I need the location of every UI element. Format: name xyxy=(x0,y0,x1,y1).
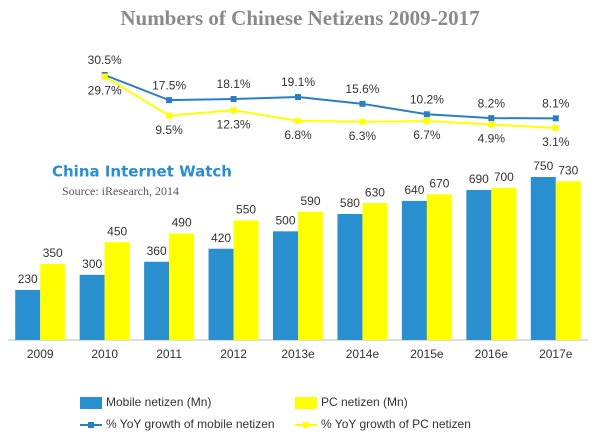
line-value-label: 30.5% xyxy=(88,53,122,67)
line-value-label: 6.7% xyxy=(413,128,441,142)
bar xyxy=(401,200,427,340)
bar-value-label: 550 xyxy=(236,203,256,217)
legend-label: % YoY growth of mobile netizen xyxy=(106,417,275,431)
bar-value-label: 230 xyxy=(18,272,38,286)
x-tick-label: 2012 xyxy=(220,347,247,361)
line-marker xyxy=(552,125,559,131)
bar xyxy=(530,177,556,340)
legend-swatch xyxy=(303,422,309,428)
x-tick-label: 2010 xyxy=(91,347,118,361)
bar xyxy=(233,220,259,340)
legend-swatch xyxy=(295,397,317,409)
bar xyxy=(208,248,234,340)
x-tick-label: 2017e xyxy=(539,347,573,361)
line-value-label: 17.5% xyxy=(152,78,186,92)
bar-value-label: 630 xyxy=(365,185,385,199)
bar-value-label: 640 xyxy=(404,183,424,197)
legend-swatch xyxy=(80,397,102,409)
bar-value-label: 690 xyxy=(469,172,489,186)
line-marker xyxy=(423,111,430,118)
line-value-label: 8.1% xyxy=(542,97,570,111)
line-marker xyxy=(101,73,108,80)
bar-value-label: 490 xyxy=(172,216,192,230)
source-annotation: Source: iResearch, 2014 xyxy=(62,184,179,198)
bar xyxy=(169,233,195,340)
x-tick-label: 2013e xyxy=(281,347,315,361)
x-tick-label: 2016e xyxy=(475,347,509,361)
legend-label: Mobile netizen (Mn) xyxy=(106,395,211,409)
bar-value-label: 580 xyxy=(340,196,360,210)
legend-label: PC netizen (Mn) xyxy=(321,395,408,409)
x-tick-label: 2015e xyxy=(410,347,444,361)
bar-value-label: 300 xyxy=(82,257,102,271)
line-marker xyxy=(488,121,495,128)
bar-value-label: 360 xyxy=(147,244,167,258)
line-marker xyxy=(552,115,559,122)
bar-value-label: 700 xyxy=(494,170,514,184)
bar xyxy=(426,194,452,340)
bar xyxy=(555,181,581,340)
line-value-label: 9.5% xyxy=(155,123,183,137)
bar-value-label: 590 xyxy=(300,194,320,208)
bar-value-label: 420 xyxy=(211,231,231,245)
bar xyxy=(40,263,66,340)
x-tick-label: 2009 xyxy=(27,347,54,361)
bar xyxy=(466,190,492,340)
bar xyxy=(79,274,105,340)
bar xyxy=(144,261,170,340)
line xyxy=(104,74,556,120)
bar-value-label: 350 xyxy=(43,246,63,260)
legend-swatch xyxy=(88,422,94,428)
line-value-label: 3.1% xyxy=(542,135,570,149)
line-marker xyxy=(359,100,366,107)
line-value-label: 8.2% xyxy=(478,96,506,110)
line-value-label: 18.1% xyxy=(217,77,251,91)
x-tick-label: 2014e xyxy=(346,347,380,361)
bar xyxy=(362,203,388,340)
x-tick-label: 2011 xyxy=(156,347,182,361)
bar-value-label: 750 xyxy=(533,159,553,173)
line-value-label: 10.2% xyxy=(410,92,444,106)
line-marker xyxy=(295,117,301,124)
line-marker xyxy=(230,95,237,102)
line-value-label: 12.3% xyxy=(217,117,251,131)
line-value-label: 6.3% xyxy=(349,129,377,143)
line-marker xyxy=(423,118,430,125)
bar xyxy=(104,242,130,340)
bar xyxy=(337,213,363,340)
brand-annotation: China Internet Watch xyxy=(52,163,232,181)
chart-title: Numbers of Chinese Netizens 2009-2017 xyxy=(120,6,479,30)
bar-value-label: 670 xyxy=(429,177,449,191)
line-value-label: 19.1% xyxy=(281,75,315,89)
line-value-label: 29.7% xyxy=(88,84,122,98)
line-marker xyxy=(166,97,173,104)
line-value-label: 6.8% xyxy=(284,128,312,142)
bar-value-label: 730 xyxy=(558,164,578,178)
line-value-label: 15.6% xyxy=(345,82,379,96)
line xyxy=(104,75,556,129)
bar xyxy=(298,211,323,340)
line-marker xyxy=(359,118,366,125)
line-marker xyxy=(230,107,237,114)
line-marker xyxy=(295,94,301,101)
bar-value-label: 500 xyxy=(275,214,295,228)
line-value-label: 4.9% xyxy=(478,132,506,146)
legend-label: % YoY growth of PC netizen xyxy=(321,417,471,431)
bar xyxy=(15,290,41,340)
bar xyxy=(273,231,298,340)
line-marker xyxy=(488,115,495,122)
bar-value-label: 450 xyxy=(107,224,127,238)
line-marker xyxy=(166,112,173,119)
bar xyxy=(491,187,517,340)
